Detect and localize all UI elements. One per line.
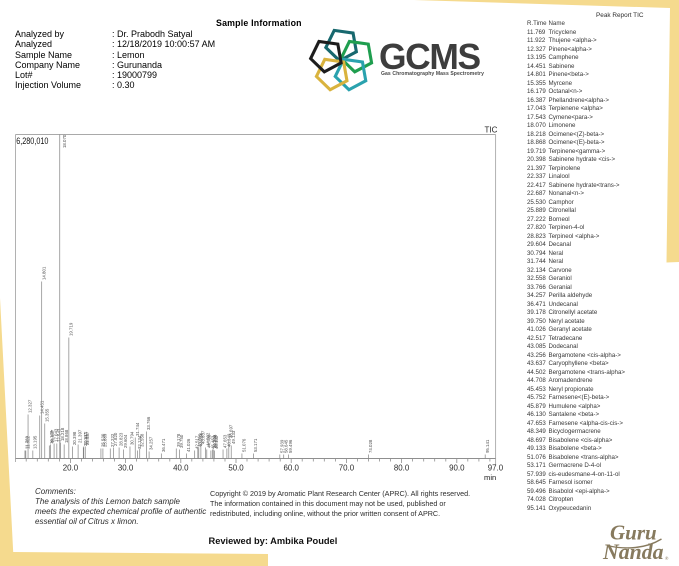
svg-text:51.076: 51.076: [242, 438, 247, 452]
svg-text:16.387: 16.387: [50, 429, 55, 443]
svg-text:44.502: 44.502: [205, 432, 210, 446]
svg-text:18.868: 18.868: [64, 429, 69, 443]
svg-text:97.0: 97.0: [488, 464, 504, 473]
svg-text:14.801: 14.801: [41, 266, 46, 280]
svg-text:20.398: 20.398: [72, 431, 77, 445]
svg-text:31.744: 31.744: [135, 422, 140, 436]
svg-text:22.687: 22.687: [85, 431, 90, 445]
svg-text:34.257: 34.257: [149, 436, 154, 450]
svg-text:59.496: 59.496: [288, 439, 293, 453]
svg-text:17.043: 17.043: [54, 428, 59, 442]
svg-text:22.337: 22.337: [83, 432, 88, 446]
svg-text:min: min: [484, 473, 496, 482]
svg-text:17.543: 17.543: [56, 428, 61, 442]
svg-text:90.0: 90.0: [449, 464, 465, 473]
svg-text:53.171: 53.171: [253, 438, 258, 452]
svg-text:47.653: 47.653: [223, 434, 228, 448]
svg-text:45.752: 45.752: [212, 434, 217, 448]
svg-text:57.939: 57.939: [279, 439, 284, 453]
svg-text:13.195: 13.195: [32, 435, 37, 449]
svg-text:20.0: 20.0: [63, 464, 79, 473]
svg-text:Nanda: Nanda: [602, 540, 664, 564]
svg-text:42.517: 42.517: [194, 435, 199, 449]
svg-text:32.134: 32.134: [137, 435, 142, 449]
svg-text:60.0: 60.0: [284, 464, 300, 473]
svg-text:16.179: 16.179: [49, 430, 54, 444]
svg-text:28.823: 28.823: [119, 432, 124, 446]
svg-text:Guru: Guru: [610, 521, 657, 545]
svg-text:70.0: 70.0: [339, 464, 355, 473]
svg-text:58.645: 58.645: [283, 439, 288, 453]
svg-text:32.558: 32.558: [139, 433, 144, 447]
svg-text:21.397: 21.397: [78, 429, 83, 443]
svg-text:41.026: 41.026: [186, 438, 191, 452]
svg-text:39.750: 39.750: [179, 434, 184, 448]
svg-text:12.327: 12.327: [28, 399, 33, 413]
svg-text:45.453: 45.453: [211, 435, 216, 449]
svg-text:®: ®: [665, 555, 669, 561]
svg-text:39.178: 39.178: [176, 433, 181, 447]
svg-text:80.0: 80.0: [394, 464, 410, 473]
svg-text:27.222: 27.222: [110, 433, 115, 447]
svg-text:46.130: 46.130: [214, 435, 219, 449]
svg-text:49.133: 49.133: [231, 430, 236, 444]
svg-text:TIC: TIC: [485, 126, 498, 135]
svg-text:74.028: 74.028: [368, 439, 373, 453]
svg-text:45.879: 45.879: [213, 434, 218, 448]
svg-text:40.0: 40.0: [173, 464, 189, 473]
svg-text:43.256: 43.256: [198, 432, 203, 446]
svg-text:27.820: 27.820: [113, 432, 118, 446]
svg-text:6,280,010: 6,280,010: [16, 135, 49, 146]
svg-text:22.417: 22.417: [83, 431, 88, 445]
svg-text:36.471: 36.471: [161, 438, 166, 452]
svg-text:15.355: 15.355: [44, 408, 49, 422]
svg-text:25.889: 25.889: [103, 433, 108, 447]
svg-text:48.697: 48.697: [228, 424, 233, 438]
svg-text:25.530: 25.530: [101, 433, 106, 447]
svg-text:33.766: 33.766: [146, 416, 151, 430]
svg-text:50.0: 50.0: [228, 464, 244, 473]
svg-text:18.218: 18.218: [60, 427, 65, 441]
svg-text:43.085: 43.085: [197, 433, 202, 447]
svg-text:95.141: 95.141: [485, 439, 490, 453]
svg-text:18.070: 18.070: [62, 134, 67, 148]
svg-text:30.0: 30.0: [118, 464, 134, 473]
svg-text:11.769: 11.769: [25, 435, 30, 449]
svg-text:29.604: 29.604: [123, 434, 128, 448]
svg-text:43.637: 43.637: [200, 430, 205, 444]
svg-text:19.719: 19.719: [68, 322, 73, 336]
svg-text:30.794: 30.794: [130, 431, 135, 445]
svg-text:44.708: 44.708: [206, 434, 211, 448]
